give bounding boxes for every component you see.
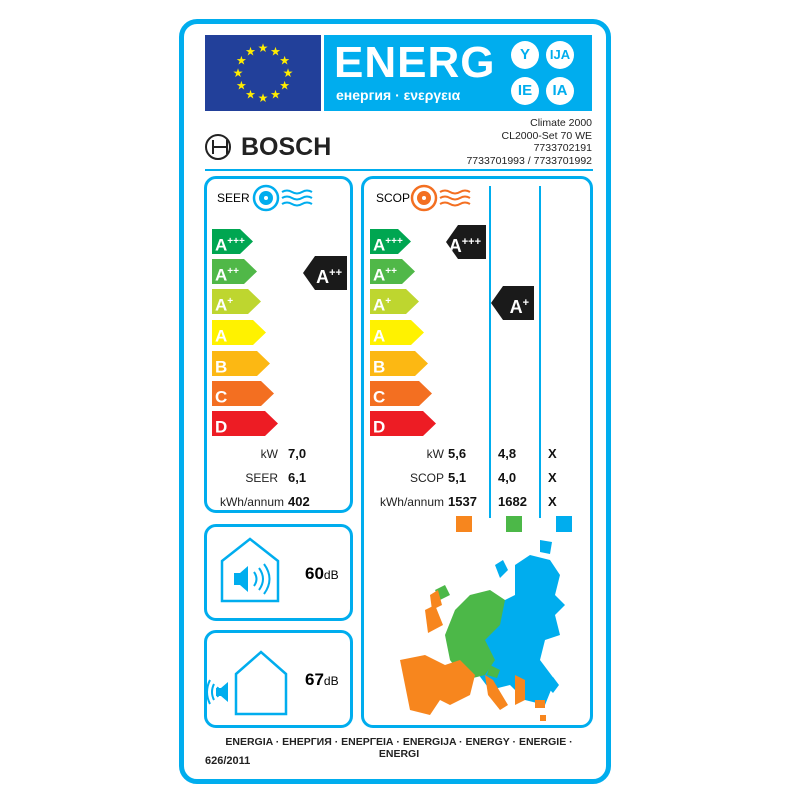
europe-climate-map	[400, 540, 565, 721]
heating-annual-label: kWh/annum	[379, 495, 444, 509]
model-set: CL2000-Set 70 WE	[501, 129, 592, 142]
indoor-unit-speaker-icon	[220, 537, 280, 603]
star-icon: ★	[283, 66, 294, 80]
cooling-fan-icon	[252, 184, 313, 212]
cooling-kw-value: 7,0	[288, 446, 307, 461]
outdoor-unit-speaker-icon	[206, 650, 288, 716]
suffix-ia: IA	[546, 77, 574, 105]
column-divider	[539, 186, 541, 518]
energy-class-bar: A	[370, 320, 424, 345]
star-icon: ★	[279, 79, 290, 93]
energy-banner: ENERG енергия · ενεργεια Y IJA IE IA	[324, 35, 592, 111]
cooling-annual-value: 402	[288, 494, 310, 509]
star-icon: ★	[270, 88, 281, 102]
heating-kw-label: kW	[426, 447, 444, 461]
climate-zone-swatch	[456, 516, 472, 532]
divider	[205, 169, 593, 171]
model-info: Climate 2000 CL2000-Set 70 WE 7733702191…	[466, 117, 592, 167]
column-divider	[489, 186, 491, 518]
heating-kw-value: X	[548, 446, 557, 461]
heating-rating-average: A+	[491, 286, 534, 320]
climate-zone-swatch	[506, 516, 522, 532]
seer-value-label: SEER	[245, 471, 278, 485]
heating-scop-value: 4,0	[498, 470, 517, 485]
star-icon: ★	[236, 54, 247, 68]
energ-subtitle: енергия · ενεργεια	[336, 87, 461, 103]
energ-title: ENERG	[334, 38, 496, 87]
suffix-y: Y	[511, 41, 539, 69]
heating-scop-value: 5,1	[448, 470, 467, 485]
model-numbers-units: 7733701993 / 7733701992	[466, 154, 592, 167]
seer-value: 6,1	[288, 470, 307, 485]
star-icon: ★	[258, 41, 269, 55]
star-icon: ★	[245, 88, 256, 102]
indoor-noise-panel	[204, 524, 353, 621]
model-number: 7733702191	[533, 142, 592, 154]
indoor-noise-value: 60dB	[305, 564, 339, 583]
bosch-logo-icon	[205, 134, 231, 160]
heating-annual-value: X	[548, 494, 557, 509]
star-icon: ★	[245, 44, 256, 58]
heating-scop-value: X	[548, 470, 557, 485]
heating-fan-icon	[410, 184, 471, 212]
energy-class-bar: D	[212, 411, 278, 436]
suffix-ie: IE	[511, 77, 539, 105]
star-icon: ★	[279, 54, 290, 68]
outdoor-noise-panel	[204, 630, 353, 728]
scop-label: SCOP	[376, 191, 411, 205]
regulation-number: 626/2011	[205, 755, 251, 767]
scop-value-label: SCOP	[409, 471, 444, 485]
heating-annual-value: 1682	[498, 494, 527, 509]
cooling-panel	[204, 176, 353, 513]
energy-class-bar: C	[370, 381, 432, 406]
model-name: Climate 2000	[530, 117, 592, 129]
star-icon: ★	[270, 44, 281, 58]
outdoor-noise-value: 67dB	[305, 670, 339, 689]
cooling-kw-label: kW	[260, 447, 278, 461]
energy-class-bar: D	[370, 411, 436, 436]
seer-label: SEER	[217, 191, 250, 205]
energy-class-bar: C	[212, 381, 274, 406]
energy-class-bar: B	[370, 351, 428, 376]
brand-name: BOSCH	[241, 133, 332, 161]
star-icon: ★	[233, 66, 244, 80]
suffix-ija: IJA	[546, 41, 574, 69]
label-frame	[179, 19, 611, 784]
heating-kw-value: 4,8	[498, 446, 517, 461]
eu-flag: ★ ★ ★ ★ ★ ★ ★ ★ ★ ★ ★ ★	[205, 35, 321, 111]
climate-zone-swatch	[556, 516, 572, 532]
footer-languages: ENERGIA · ЕНЕРГИЯ · ΕΝΕΡΓΕΙΑ · ENERGIJA …	[225, 736, 573, 760]
energy-class-bar: B	[212, 351, 270, 376]
heating-panel	[361, 176, 593, 728]
heating-annual-value: 1537	[448, 494, 477, 509]
star-icon: ★	[236, 79, 247, 93]
energy-class-bar: A	[212, 320, 266, 345]
star-icon: ★	[258, 91, 269, 105]
cooling-annual-label: kWh/annum	[219, 495, 284, 509]
heating-kw-value: 5,6	[448, 446, 467, 461]
